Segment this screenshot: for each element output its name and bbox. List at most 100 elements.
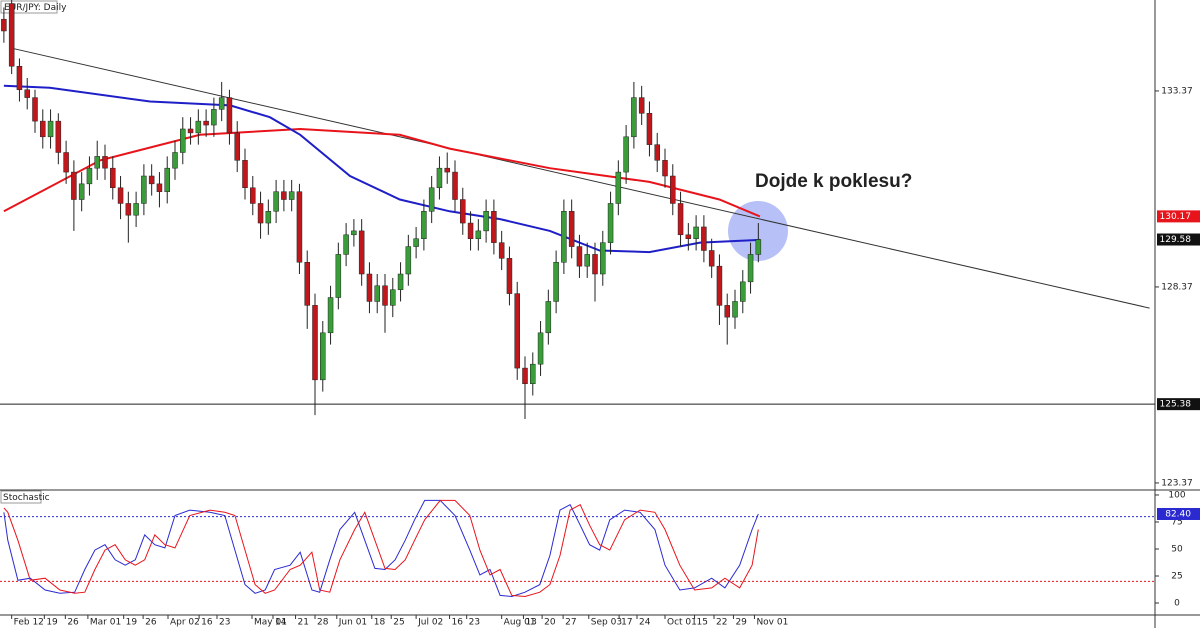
candle-body: [452, 171, 458, 200]
x-tick-label: May 01: [254, 618, 287, 628]
candle-body: [740, 281, 746, 302]
candle-body: [638, 97, 645, 114]
candle-body: [250, 187, 256, 204]
candle-body: [312, 305, 318, 381]
moving-average: [3, 84, 760, 254]
candle-body: [40, 120, 46, 138]
candle-body: [164, 167, 170, 192]
candle-body: [281, 191, 287, 200]
stoch-line: [3, 499, 759, 598]
x-tick-label: 23: [469, 618, 480, 628]
candle-body: [257, 203, 264, 224]
candle-body: [677, 203, 684, 236]
candle-body: [265, 211, 272, 224]
x-tick-label: Nov 01: [756, 618, 788, 628]
candle-body: [16, 65, 23, 91]
x-tick-label: 20: [544, 618, 556, 628]
candle-body: [561, 211, 567, 263]
candle-body: [55, 120, 62, 153]
x-tick-label: 27: [565, 618, 576, 628]
candle-body: [537, 332, 544, 365]
chart-title: EUR/JPY: Daily: [4, 3, 67, 13]
candle-body: [421, 211, 427, 239]
candle-body: [670, 175, 676, 204]
candle-body: [366, 273, 373, 302]
candle-body: [747, 254, 754, 283]
last-value-label: 82.40: [1165, 509, 1191, 519]
x-tick-label: 25: [393, 618, 404, 628]
annotation: Dojde k poklesu?: [755, 171, 912, 192]
x-tick-label: 26: [67, 618, 79, 628]
candle-body: [335, 254, 342, 298]
candle-body: [187, 128, 194, 134]
candle-body: [545, 301, 552, 334]
candle-body: [755, 239, 762, 255]
candle-body: [428, 187, 435, 212]
y-tick-label: 75: [1171, 517, 1182, 527]
x-tick-label: Mar 01: [90, 618, 121, 628]
candle-body: [125, 203, 132, 216]
candle-body: [71, 171, 77, 200]
candle-body: [475, 230, 482, 239]
last-value-marker: [1157, 507, 1200, 520]
x-tick-label: 19: [46, 618, 58, 628]
candle-body: [8, 3, 15, 67]
y-tick-label: 133.37: [1161, 86, 1193, 96]
y-tick-label: 128.37: [1161, 282, 1193, 292]
stoch-line: [3, 499, 759, 598]
candle-body: [460, 199, 466, 224]
stoch-title-box: [0, 490, 42, 504]
candle-body: [195, 120, 202, 134]
candle-body: [172, 152, 178, 169]
candle-body: [390, 289, 396, 306]
x-tick-label: 18: [374, 618, 386, 628]
candle-body: [78, 183, 85, 200]
x-tick-label: 17: [621, 618, 632, 628]
candle-body: [685, 234, 692, 239]
x-tick-label: Jul 02: [417, 618, 443, 628]
candle-body: [86, 167, 93, 185]
price-marker-label: 129.58: [1160, 235, 1192, 245]
x-tick-label: 16: [452, 618, 464, 628]
candle-body: [203, 120, 209, 126]
stoch-title: Stochastic: [3, 493, 50, 503]
candle-body: [288, 191, 295, 200]
y-tick-label: 25: [1171, 571, 1182, 581]
candle-body: [530, 363, 536, 385]
candle-body: [226, 97, 233, 134]
candle-body: [397, 273, 404, 290]
price-marker-label: 125.38: [1160, 400, 1192, 410]
candle-body: [724, 305, 730, 318]
candle-body: [405, 246, 412, 275]
candle-body: [320, 332, 326, 381]
candle-body: [273, 191, 279, 212]
candle-body: [514, 293, 520, 369]
candle-body: [374, 285, 380, 302]
x-tick-label: Feb 12: [14, 618, 44, 628]
y-tick-label: 50: [1171, 544, 1183, 554]
candle-body: [436, 167, 443, 189]
candle-body: [94, 156, 100, 169]
x-tick-label: 14: [275, 618, 287, 628]
candle-body: [156, 183, 163, 192]
x-tick-label: 28: [317, 618, 329, 628]
candle-body: [444, 167, 450, 173]
candle-body: [351, 230, 357, 236]
moving-average: [3, 127, 761, 218]
candle-body: [662, 160, 668, 177]
x-tick-label: 24: [639, 618, 651, 628]
x-tick-label: Aug 01: [504, 618, 536, 628]
candle-body: [615, 171, 622, 204]
candle-body: [218, 97, 225, 110]
x-tick-label: Sep 03: [591, 618, 622, 628]
candle-body: [708, 250, 715, 267]
candle-body: [47, 120, 54, 138]
title-box: [0, 0, 58, 14]
y-tick-label: 100: [1168, 490, 1185, 500]
candle-body: [623, 136, 629, 173]
candle-body: [654, 144, 660, 161]
x-tick-label: 15: [697, 618, 708, 628]
candle-body: [117, 187, 124, 204]
x-tick-label: 13: [525, 618, 536, 628]
